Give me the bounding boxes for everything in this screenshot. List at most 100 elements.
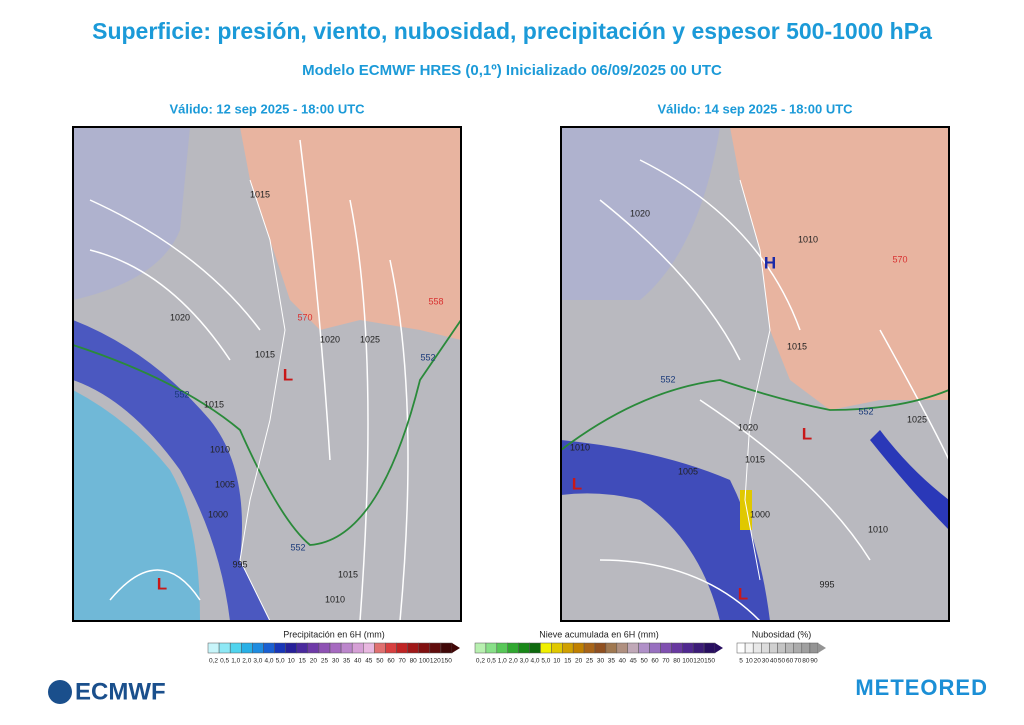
meteored-logo: METEORED — [855, 675, 988, 700]
legend-swatch — [777, 642, 786, 654]
isobar-label: 1020 — [738, 422, 758, 432]
isobar-label: 1015 — [745, 454, 765, 464]
isobar-label: 1010 — [325, 594, 345, 604]
legend-tick-label: 10 — [746, 658, 754, 665]
ecmwf-logo: ECMWF — [48, 678, 166, 705]
legend-swatch — [440, 642, 453, 654]
legend-swatch — [540, 642, 552, 654]
legend-swatch — [785, 642, 794, 654]
low-center: L — [802, 424, 812, 443]
isobar-label: 1020 — [170, 312, 190, 322]
thickness-label: 552 — [660, 374, 675, 384]
legend-swatch — [229, 642, 242, 654]
thickness-label: 552 — [174, 389, 189, 399]
legend-tick-label: 35 — [343, 658, 351, 665]
legend-swatch — [660, 642, 672, 654]
legend-swatch — [605, 642, 618, 654]
legend-tick-label: 20 — [310, 658, 318, 665]
legend-swatch — [385, 642, 397, 654]
isobar-label: 1025 — [360, 334, 380, 344]
legend-swatch — [627, 642, 639, 654]
legend-tick-label: 120 — [693, 658, 704, 665]
legend-tick-label: 2,0 — [242, 658, 251, 665]
legend-swatch — [793, 642, 803, 654]
legend-swatch — [207, 642, 220, 654]
isobar-label: 1010 — [570, 442, 590, 452]
legend-tick-label: 90 — [810, 658, 818, 665]
legend-tick-label: 20 — [575, 658, 583, 665]
valid-time: Válido: 12 sep 2025 - 18:00 UTC — [169, 101, 365, 116]
legend-swatch — [801, 642, 811, 654]
legend-swatch — [274, 642, 286, 654]
low-center: L — [572, 474, 582, 493]
legend-tick-label: 150 — [704, 658, 715, 665]
legend-tick-label: 3,0 — [520, 658, 529, 665]
thickness-label: 570 — [297, 312, 312, 322]
legend-tick-label: 0,5 — [220, 658, 229, 665]
isobar-label: 1025 — [907, 414, 927, 424]
legend-tick-label: 60 — [786, 658, 794, 665]
legend-tick-label: 40 — [770, 658, 778, 665]
legend-tick-label: 0,5 — [487, 658, 496, 665]
isobar-label: 1020 — [630, 208, 650, 218]
legend-swatch — [752, 642, 762, 654]
legend-swatch — [682, 642, 694, 654]
isobar-label: 1015 — [338, 569, 358, 579]
legend-tick-label: 35 — [608, 658, 616, 665]
legend-tick-label: 45 — [630, 658, 638, 665]
legend-tick-label: 15 — [299, 658, 307, 665]
legend-tick-label: 20 — [754, 658, 762, 665]
legend-swatch — [616, 642, 628, 654]
legend-tick-label: 5,0 — [276, 658, 285, 665]
isobar-label: 1005 — [678, 466, 698, 476]
legend-tick-label: 10 — [288, 658, 296, 665]
legend-swatch — [638, 642, 650, 654]
legend-tick-label: 45 — [365, 658, 373, 665]
legend-tick-label: 40 — [619, 658, 627, 665]
legend-swatch — [518, 642, 530, 654]
thickness-label: 552 — [858, 406, 873, 416]
legend-swatch — [407, 642, 419, 654]
legend-swatch — [340, 642, 353, 654]
high-center: H — [764, 253, 776, 272]
legend-swatch — [809, 642, 819, 654]
legend-tick-label: 10 — [553, 658, 561, 665]
legend-tick-label: 40 — [354, 658, 362, 665]
legend-tick-label: 30 — [762, 658, 770, 665]
low-center: L — [283, 365, 293, 384]
thickness-label: 570 — [892, 254, 907, 264]
legend-swatch — [551, 642, 563, 654]
legend-swatch — [736, 642, 746, 654]
legend-tick-label: 150 — [441, 658, 452, 665]
legend-swatch — [374, 642, 386, 654]
legend-swatch — [263, 642, 275, 654]
legend-tick-label: 60 — [651, 658, 659, 665]
legend-arrow — [452, 643, 460, 653]
legend-tick-label: 0,2 — [476, 658, 485, 665]
logo-icon — [48, 680, 72, 704]
isobar-label: 1010 — [210, 444, 230, 454]
isobar-label: 1015 — [204, 399, 224, 409]
legend-title: Precipitación en 6H (mm) — [283, 629, 385, 639]
legend-tick-label: 3,0 — [253, 658, 262, 665]
isobar-label: 995 — [232, 559, 247, 569]
thickness-label: 552 — [420, 352, 435, 362]
legend-swatch — [485, 642, 498, 654]
legend-tick-label: 15 — [564, 658, 572, 665]
legend-tick-label: 80 — [410, 658, 418, 665]
legend-swatch — [307, 642, 320, 654]
legend-swatch — [583, 642, 596, 654]
thickness-label: 558 — [428, 296, 443, 306]
legend-swatch — [507, 642, 519, 654]
low-center: L — [738, 584, 748, 603]
isobar-label: 995 — [819, 579, 834, 589]
legend-tick-label: 70 — [794, 658, 802, 665]
isobar-label: 1015 — [255, 349, 275, 359]
legend-title: Nubosidad (%) — [752, 629, 812, 639]
legend-swatch — [241, 642, 253, 654]
legend-tick-label: 5 — [739, 658, 743, 665]
legend-swatch — [703, 642, 716, 654]
legend-swatch — [429, 642, 442, 654]
thickness-label: 552 — [290, 542, 305, 552]
isobar-label: 1005 — [215, 479, 235, 489]
